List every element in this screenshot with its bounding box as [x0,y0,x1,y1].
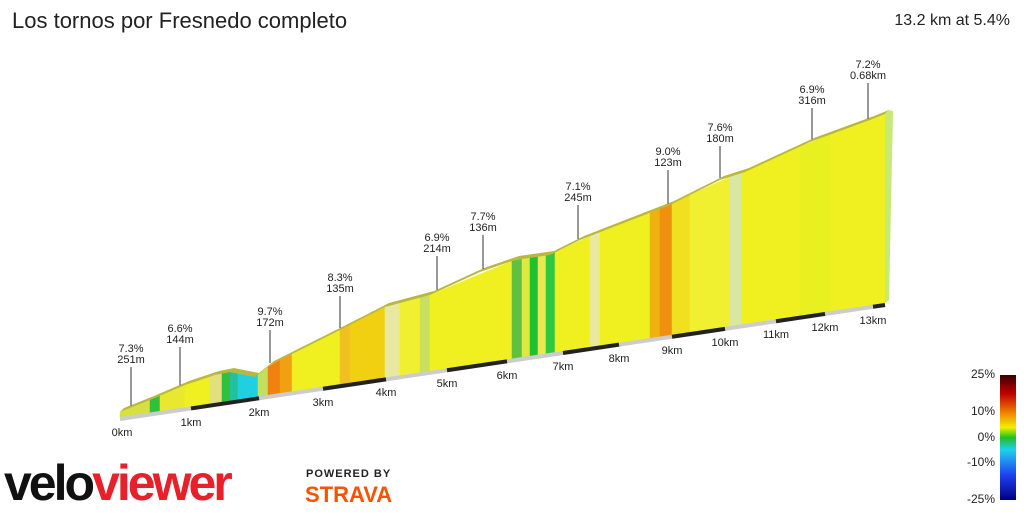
profile-segment [279,353,293,394]
profile-segment [419,294,431,373]
annotation-gradient: 9.0% [655,146,680,158]
profile-segment [649,208,661,339]
profile-segment [729,172,743,327]
km-band [322,377,387,391]
profile-segment [689,176,731,333]
scale-label: 10% [971,404,995,418]
profile-segment [529,256,539,357]
distance-label: 6km [497,370,518,382]
summary: 13.2 km at 5.4% [894,12,1010,29]
profile-segment [799,134,831,316]
annotation-gradient: 6.6% [167,323,192,335]
annotation-gradient: 9.7% [257,306,282,318]
profile-segment [545,252,556,354]
distance-label: 8km [609,353,630,365]
logo-part: viewer [92,455,232,511]
profile-segment [221,371,231,403]
distance-label: 0km [112,427,133,439]
annotation-length: 123m [654,157,682,169]
km-band [190,396,260,411]
distance-label: 7km [553,361,574,373]
km-band [775,311,826,324]
profile-top [120,110,889,412]
profile-segment [671,194,691,336]
annotation-length: 0.68km [850,70,886,82]
profile-segment [384,302,401,378]
distance-label: 1km [181,417,202,429]
profile-segment [589,231,601,348]
labels: 0km 1km 2km 3km 4km 5km 6km 7km 8km 9km 10km 11km 12… [112,59,887,439]
km-band [446,359,508,373]
annotation-length: 144m [166,334,194,346]
logo-part: velo [4,455,94,511]
powered-by: POWERED BY [306,468,391,480]
annotation-length: 214m [423,243,451,255]
annotation-length: 135m [326,283,354,295]
annotation-gradient: 7.1% [565,181,590,193]
profile-segment [399,297,421,376]
annotation-length: 251m [117,354,145,366]
annotation-gradient: 6.9% [799,84,824,96]
profile-segment [349,306,386,384]
profile-segment [429,260,513,372]
annotation-gradient: 7.7% [470,211,495,223]
profile-segment [511,258,523,359]
distance-label: 13km [860,315,887,327]
distance-label: 4km [376,387,397,399]
profile-segment [659,203,673,337]
annotation-length: 136m [469,222,497,234]
distance-label: 3km [313,397,334,409]
annotation-gradient: 8.3% [327,272,352,284]
distance-label: 5km [437,378,458,390]
annotation-length: 245m [564,192,592,204]
distance-label: 2km [249,407,270,419]
profile-segment [209,373,223,404]
annotation-length: 172m [256,317,284,329]
title: Los tornos por Fresnedo completo [12,8,347,33]
annotation-gradient: 6.9% [424,232,449,244]
profile-segment [237,373,259,400]
profile-segment [537,255,547,355]
profile-segment [229,371,239,401]
scale-label: -10% [967,455,995,469]
logo: veloviewer [4,455,232,511]
scale-label: 0% [978,430,996,444]
profile-segment [599,212,651,346]
annotation-length: 316m [798,95,826,107]
gradient-scale [1000,375,1016,500]
profile-segment [521,257,531,358]
profile-segment [257,366,269,397]
distance-label: 9km [662,345,683,357]
profile-segment [267,359,281,396]
profile-segment [339,324,351,385]
km-band [562,342,620,355]
profile-segment [829,113,886,312]
profile-segment [291,329,341,392]
partner: STRAVA [305,482,392,507]
distance-label: 12km [812,322,839,334]
distance-label: 10km [712,337,739,349]
distance-label: 11km [763,329,789,341]
annotation-gradient: 7.6% [707,122,732,134]
scale-label: 25% [971,367,995,381]
km-band [872,303,886,309]
annotation-gradient: 7.3% [118,343,143,355]
scale-label: -25% [967,492,995,506]
km-band [671,326,726,339]
profile-segment [554,235,591,353]
profile-segment [741,146,801,325]
scale-labels: 25% 10% 0% -10% -25% [967,367,995,506]
annotation-length: 180m [706,133,734,145]
profile-end [885,110,893,303]
profile [119,110,893,421]
annotation-gradient: 7.2% [855,59,880,71]
